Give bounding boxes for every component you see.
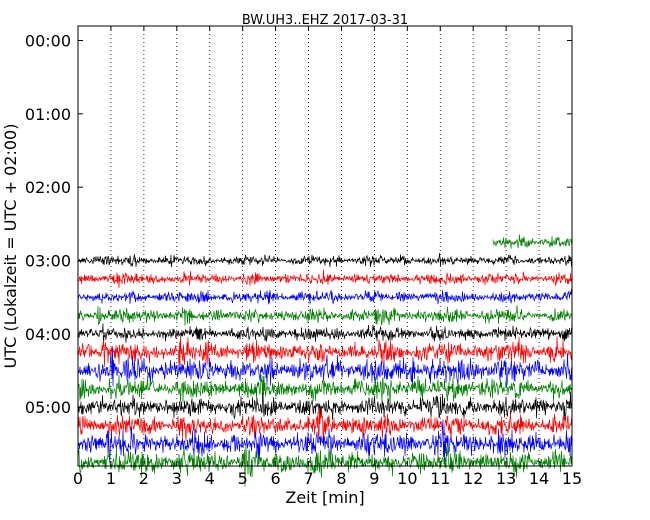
x-tick-label-7: 7 — [303, 469, 313, 488]
trace-2 — [77, 269, 573, 288]
trace-7 — [77, 346, 573, 391]
y-tick-label-1: 01:00 — [25, 105, 71, 124]
trace-6 — [77, 334, 573, 371]
x-tick-label-2: 2 — [139, 469, 149, 488]
y-tick-label-2: 02:00 — [25, 178, 71, 197]
axis-ticks — [77, 26, 573, 466]
y-tick-labels: 00:00 01:00 02:00 03:00 04:00 05:00 — [25, 32, 71, 418]
y-tick-label-4: 04:00 — [25, 325, 71, 344]
x-tick-label-4: 4 — [205, 469, 215, 488]
x-tick-label-15: 15 — [562, 469, 582, 488]
x-axis-label: Zeit [min] — [285, 488, 364, 507]
x-tick-label-1: 1 — [106, 469, 116, 488]
x-tick-label-6: 6 — [271, 469, 281, 488]
x-tick-label-9: 9 — [369, 469, 379, 488]
x-tick-label-0: 0 — [73, 469, 83, 488]
trace-11 — [77, 419, 573, 464]
trace-1 — [77, 253, 573, 268]
chart-title: BW.UH3..EHZ 2017-03-31 — [242, 13, 408, 28]
y-tick-label-3: 03:00 — [25, 252, 71, 271]
plot-frame — [77, 25, 573, 467]
trace-3 — [77, 288, 573, 305]
grid-lines — [110, 26, 540, 466]
trace-10 — [77, 407, 573, 443]
x-tick-label-13: 13 — [496, 469, 516, 488]
x-tick-labels: 0 1 2 3 4 5 6 7 8 9 10 11 12 13 14 15 — [73, 469, 582, 488]
x-tick-label-5: 5 — [238, 469, 248, 488]
y-axis-label: UTC (Lokalzeit = UTC + 02:00) — [1, 124, 20, 369]
trace-0 — [492, 234, 573, 249]
x-tick-label-10: 10 — [397, 469, 417, 488]
x-tick-label-8: 8 — [336, 469, 346, 488]
trace-9 — [77, 391, 573, 421]
seismic-traces — [77, 234, 573, 487]
x-tick-label-12: 12 — [463, 469, 483, 488]
x-tick-label-14: 14 — [529, 469, 549, 488]
x-tick-label-3: 3 — [172, 469, 182, 488]
trace-8 — [77, 374, 573, 408]
x-tick-label-11: 11 — [430, 469, 450, 488]
y-tick-label-5: 05:00 — [25, 398, 71, 417]
trace-12 — [77, 443, 573, 487]
trace-5 — [77, 323, 573, 347]
y-tick-label-0: 00:00 — [25, 32, 71, 51]
trace-4 — [77, 305, 573, 326]
